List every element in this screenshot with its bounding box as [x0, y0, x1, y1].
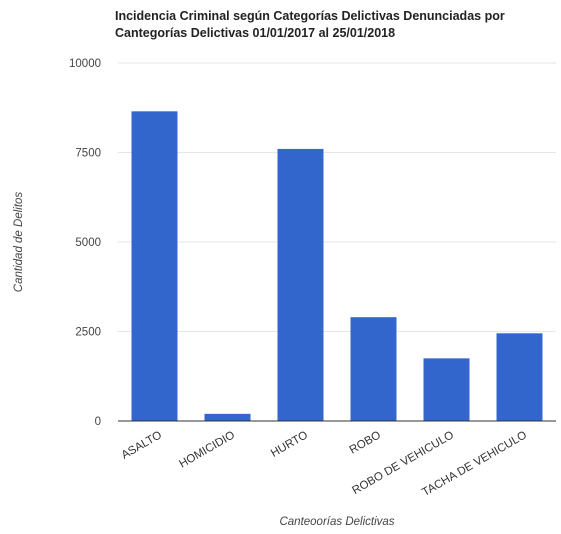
y-tick-label: 10000 — [69, 58, 101, 70]
bar — [277, 148, 324, 422]
bars — [131, 111, 543, 422]
chart-title-line-1: Incidencia Criminal según Categorías Del… — [115, 9, 505, 23]
x-tick-label: ASALTO — [120, 429, 164, 462]
bar — [496, 333, 543, 421]
y-tick-label: 5000 — [75, 237, 101, 249]
y-tick-label: 7500 — [75, 148, 101, 160]
chart-title-line-2: Cantegorías Delictivas 01/01/2017 al 25/… — [115, 26, 395, 40]
x-tick-label: HOMICIDIO — [177, 429, 237, 470]
gridlines — [118, 62, 556, 332]
x-axis-label: Canteoorías Delictivas — [279, 516, 394, 528]
bar — [350, 317, 397, 421]
y-tick-label: 0 — [95, 416, 101, 428]
bar — [131, 111, 178, 421]
y-axis-label: Cantidad de Delitos — [13, 192, 25, 293]
y-tick-label: 2500 — [75, 327, 101, 339]
bar — [204, 413, 251, 421]
bar — [423, 358, 470, 421]
x-tick-label: ROBO — [348, 429, 383, 456]
x-tick-label: HURTO — [269, 429, 310, 460]
y-axis-ticks: 0 2500 5000 7500 10000 — [69, 58, 101, 428]
